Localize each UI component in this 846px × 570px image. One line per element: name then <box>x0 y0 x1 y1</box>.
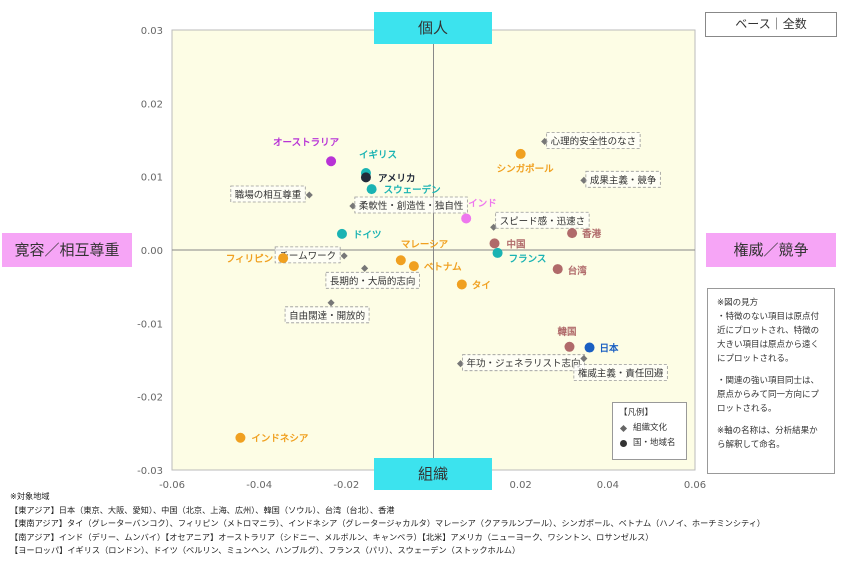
country-point <box>336 228 347 239</box>
x-tick-label: 0.06 <box>684 480 706 491</box>
y-tick-label: -0.01 <box>137 319 163 330</box>
culture-label: 職場の相互尊重 <box>235 189 302 201</box>
x-tick-label: -0.06 <box>159 480 185 491</box>
country-label: マレーシア <box>401 239 449 250</box>
country-label: 日本 <box>600 343 620 355</box>
culture-label: 心理的安全性のなさ <box>551 135 637 147</box>
culture-label: 年功・ジェネラリスト志向 <box>467 358 581 370</box>
footer-title: ※対象地域 <box>10 491 50 501</box>
country-point <box>567 228 578 239</box>
country-label: オーストラリア <box>273 137 340 148</box>
country-point <box>515 148 526 159</box>
axis-label-right: 権威／競争 <box>706 233 836 267</box>
country-label: ドイツ <box>353 230 382 241</box>
country-point <box>235 432 246 443</box>
country-label: 台湾 <box>568 265 588 277</box>
culture-label-box <box>585 170 661 188</box>
legend-title: 【凡例】 <box>619 408 654 418</box>
legend-label: 国・地域名 <box>633 438 676 448</box>
footer-regions: ※対象地域 【東アジア】日本（東京、大阪、愛知）、中国（北京、上海、広州）、韓国… <box>10 490 765 558</box>
country-label: インド <box>468 198 497 209</box>
culture-point <box>305 191 313 199</box>
y-tick-label: -0.02 <box>137 393 163 404</box>
legend: 【凡例】 組織文化 国・地域名 <box>612 402 687 460</box>
footer-line: 【ヨーロッパ】イギリス（ロンドン）、ドイツ（ベルリン、ミュンヘン、ハンブルグ）、… <box>10 545 521 556</box>
axis-label-bottom: 組織 <box>374 458 492 490</box>
circle-marker-icon <box>620 440 627 447</box>
country-point <box>408 261 419 272</box>
country-point <box>584 342 595 353</box>
culture-point <box>580 354 588 363</box>
country-label: インドネシア <box>251 434 309 445</box>
culture-label: スピード感・迅速さ <box>500 215 586 227</box>
culture-label: 柔軟性・創造性・独自性 <box>359 200 464 212</box>
culture-label-box <box>325 271 420 289</box>
culture-label-box <box>284 306 370 324</box>
culture-label-box <box>495 211 590 229</box>
x-tick-label: 0.04 <box>597 480 619 491</box>
country-point <box>489 238 500 249</box>
culture-point <box>327 299 335 307</box>
culture-label-box <box>230 185 306 203</box>
culture-label-box <box>546 132 641 149</box>
country-label: タイ <box>472 279 491 291</box>
base-label: ベース｜全数 <box>705 12 837 37</box>
culture-label-box <box>573 364 668 381</box>
culture-label-box <box>462 354 585 372</box>
y-tick-label: 0.01 <box>141 173 163 184</box>
culture-point <box>340 252 348 260</box>
country-point <box>278 253 289 264</box>
axis-label-left: 寛容／相互尊重 <box>2 233 132 267</box>
country-point <box>456 279 467 290</box>
footer-line: 【東南アジア】タイ（グレーターバンコク）、フィリピン（メトロマニラ）、インドネシ… <box>10 518 766 529</box>
y-tick-label: 0.00 <box>141 246 163 257</box>
legend-label: 組織文化 <box>633 423 668 433</box>
country-label: イギリス <box>359 149 397 161</box>
country-label: 中国 <box>507 238 526 250</box>
culture-label-box <box>274 246 341 264</box>
country-label: シンガポール <box>497 163 555 175</box>
y-tick-label: 0.02 <box>141 99 163 110</box>
country-label: ベトナム <box>424 262 462 273</box>
country-label: フランス <box>509 254 547 265</box>
country-label: フィリピン <box>226 253 273 265</box>
legend-item-culture: 組織文化 <box>619 421 680 436</box>
legend-item-country: 国・地域名 <box>619 436 680 451</box>
x-tick-label: 0.02 <box>510 480 532 491</box>
footer-line: 【東アジア】日本（東京、大阪、愛知）、中国（北京、上海、広州）、韓国（ソウル）、… <box>10 504 395 515</box>
note-line: ・特徴のない項目は原点付近にプロットされ、特徴の大きい項目は原点から遠くにプロッ… <box>717 312 820 364</box>
note-line: ・関連の強い項目同士は、原点からみて同一方向にプロットされる。 <box>717 376 820 414</box>
footer-line: 【南アジア】インド（デリー、ムンバイ）【オセアニア】オーストラリア（シドニー、メ… <box>10 531 654 542</box>
country-point <box>395 255 406 266</box>
culture-point <box>361 264 369 272</box>
note-box: ※図の見方 ・特徴のない項目は原点付近にプロットされ、特徴の大きい項目は原点から… <box>707 288 835 474</box>
country-point <box>492 247 503 258</box>
country-point <box>326 156 337 167</box>
y-tick-label: -0.03 <box>137 466 163 477</box>
x-tick-label: -0.02 <box>333 480 359 491</box>
culture-label: 長期的・大局的志向 <box>330 275 416 287</box>
country-point <box>360 172 371 183</box>
country-point <box>366 184 377 195</box>
culture-label: 権威主義・責任回避 <box>578 368 664 380</box>
country-label: アメリカ <box>378 173 416 184</box>
culture-label: 自由闊達・開放的 <box>289 310 365 322</box>
country-point <box>461 213 472 224</box>
note-line: ※軸の名称は、分析結果から解釈して命名。 <box>717 426 818 450</box>
y-tick-label: 0.03 <box>141 26 163 37</box>
axis-label-top: 個人 <box>374 12 492 44</box>
country-point <box>552 264 563 275</box>
country-label: 香港 <box>581 228 602 240</box>
culture-label-box <box>354 196 468 214</box>
country-label: スウェーデン <box>384 184 441 196</box>
x-tick-label: -0.04 <box>246 480 272 491</box>
country-label: 韓国 <box>557 326 576 338</box>
culture-label: チームワーク <box>279 251 336 262</box>
diamond-marker-icon <box>619 424 628 433</box>
note-title: ※図の見方 <box>717 298 759 308</box>
country-point <box>564 341 575 352</box>
culture-label: 成果主義・競争 <box>590 174 657 186</box>
